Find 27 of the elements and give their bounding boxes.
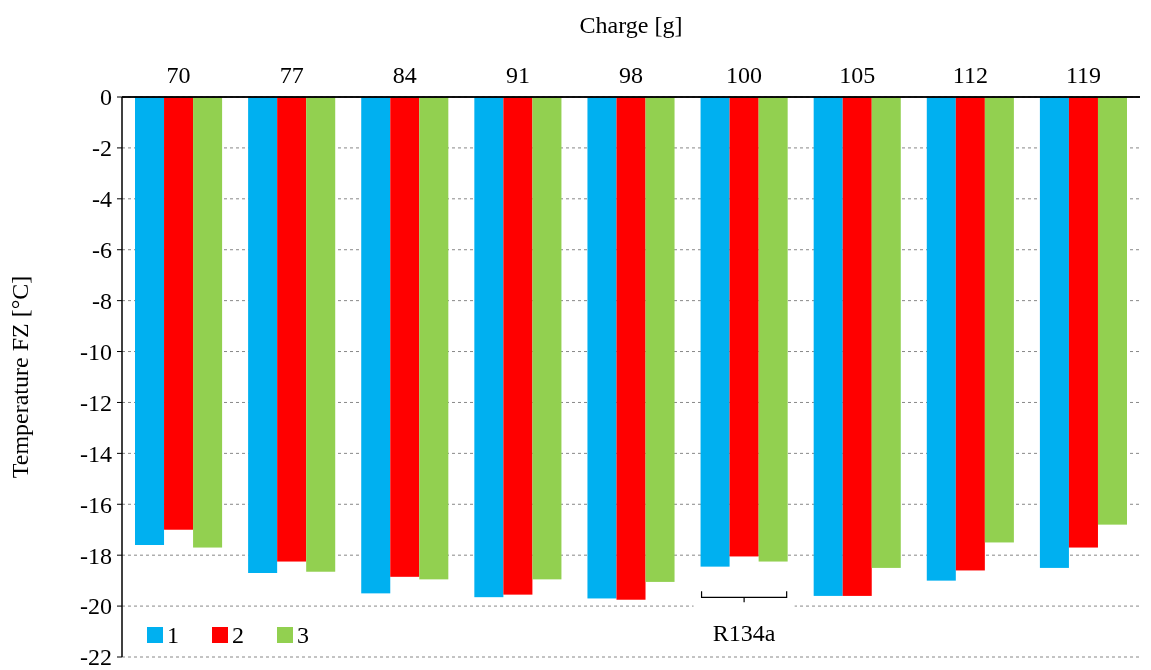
x-tick-label: 100: [726, 62, 763, 88]
legend-label: 3: [297, 622, 309, 648]
x-tick-label: 91: [505, 62, 530, 88]
y-tick-label: -10: [80, 338, 112, 365]
x-tick-label: 105: [839, 62, 876, 88]
x-tick-label: 70: [166, 62, 191, 88]
y-tick-label: 0: [100, 84, 112, 111]
x-tick-label: 119: [1065, 62, 1101, 88]
legend-label: 2: [232, 622, 244, 648]
y-tick-label: -2: [92, 135, 112, 162]
legend-label: 1: [167, 622, 179, 648]
x-axis-title: Charge [g]: [579, 12, 683, 38]
y-tick-label: -12: [80, 389, 112, 416]
y-axis-title: Temperature FZ [°C]: [7, 275, 33, 479]
y-tick-label: -16: [80, 491, 112, 518]
x-tick-label: 84: [392, 62, 417, 88]
x-tick-label: 77: [279, 62, 304, 88]
y-tick-label: -4: [92, 186, 112, 213]
y-tick-label: -8: [92, 288, 112, 315]
y-tick-label: -18: [80, 542, 112, 569]
x-tick-label: 112: [952, 62, 988, 88]
y-tick-label: -20: [80, 593, 112, 620]
y-tick-label: -6: [92, 237, 112, 264]
annotation: R134a: [712, 620, 776, 647]
y-tick-label: -14: [80, 440, 112, 467]
y-tick-label: -22: [80, 644, 112, 670]
x-tick-label: 98: [619, 62, 643, 88]
